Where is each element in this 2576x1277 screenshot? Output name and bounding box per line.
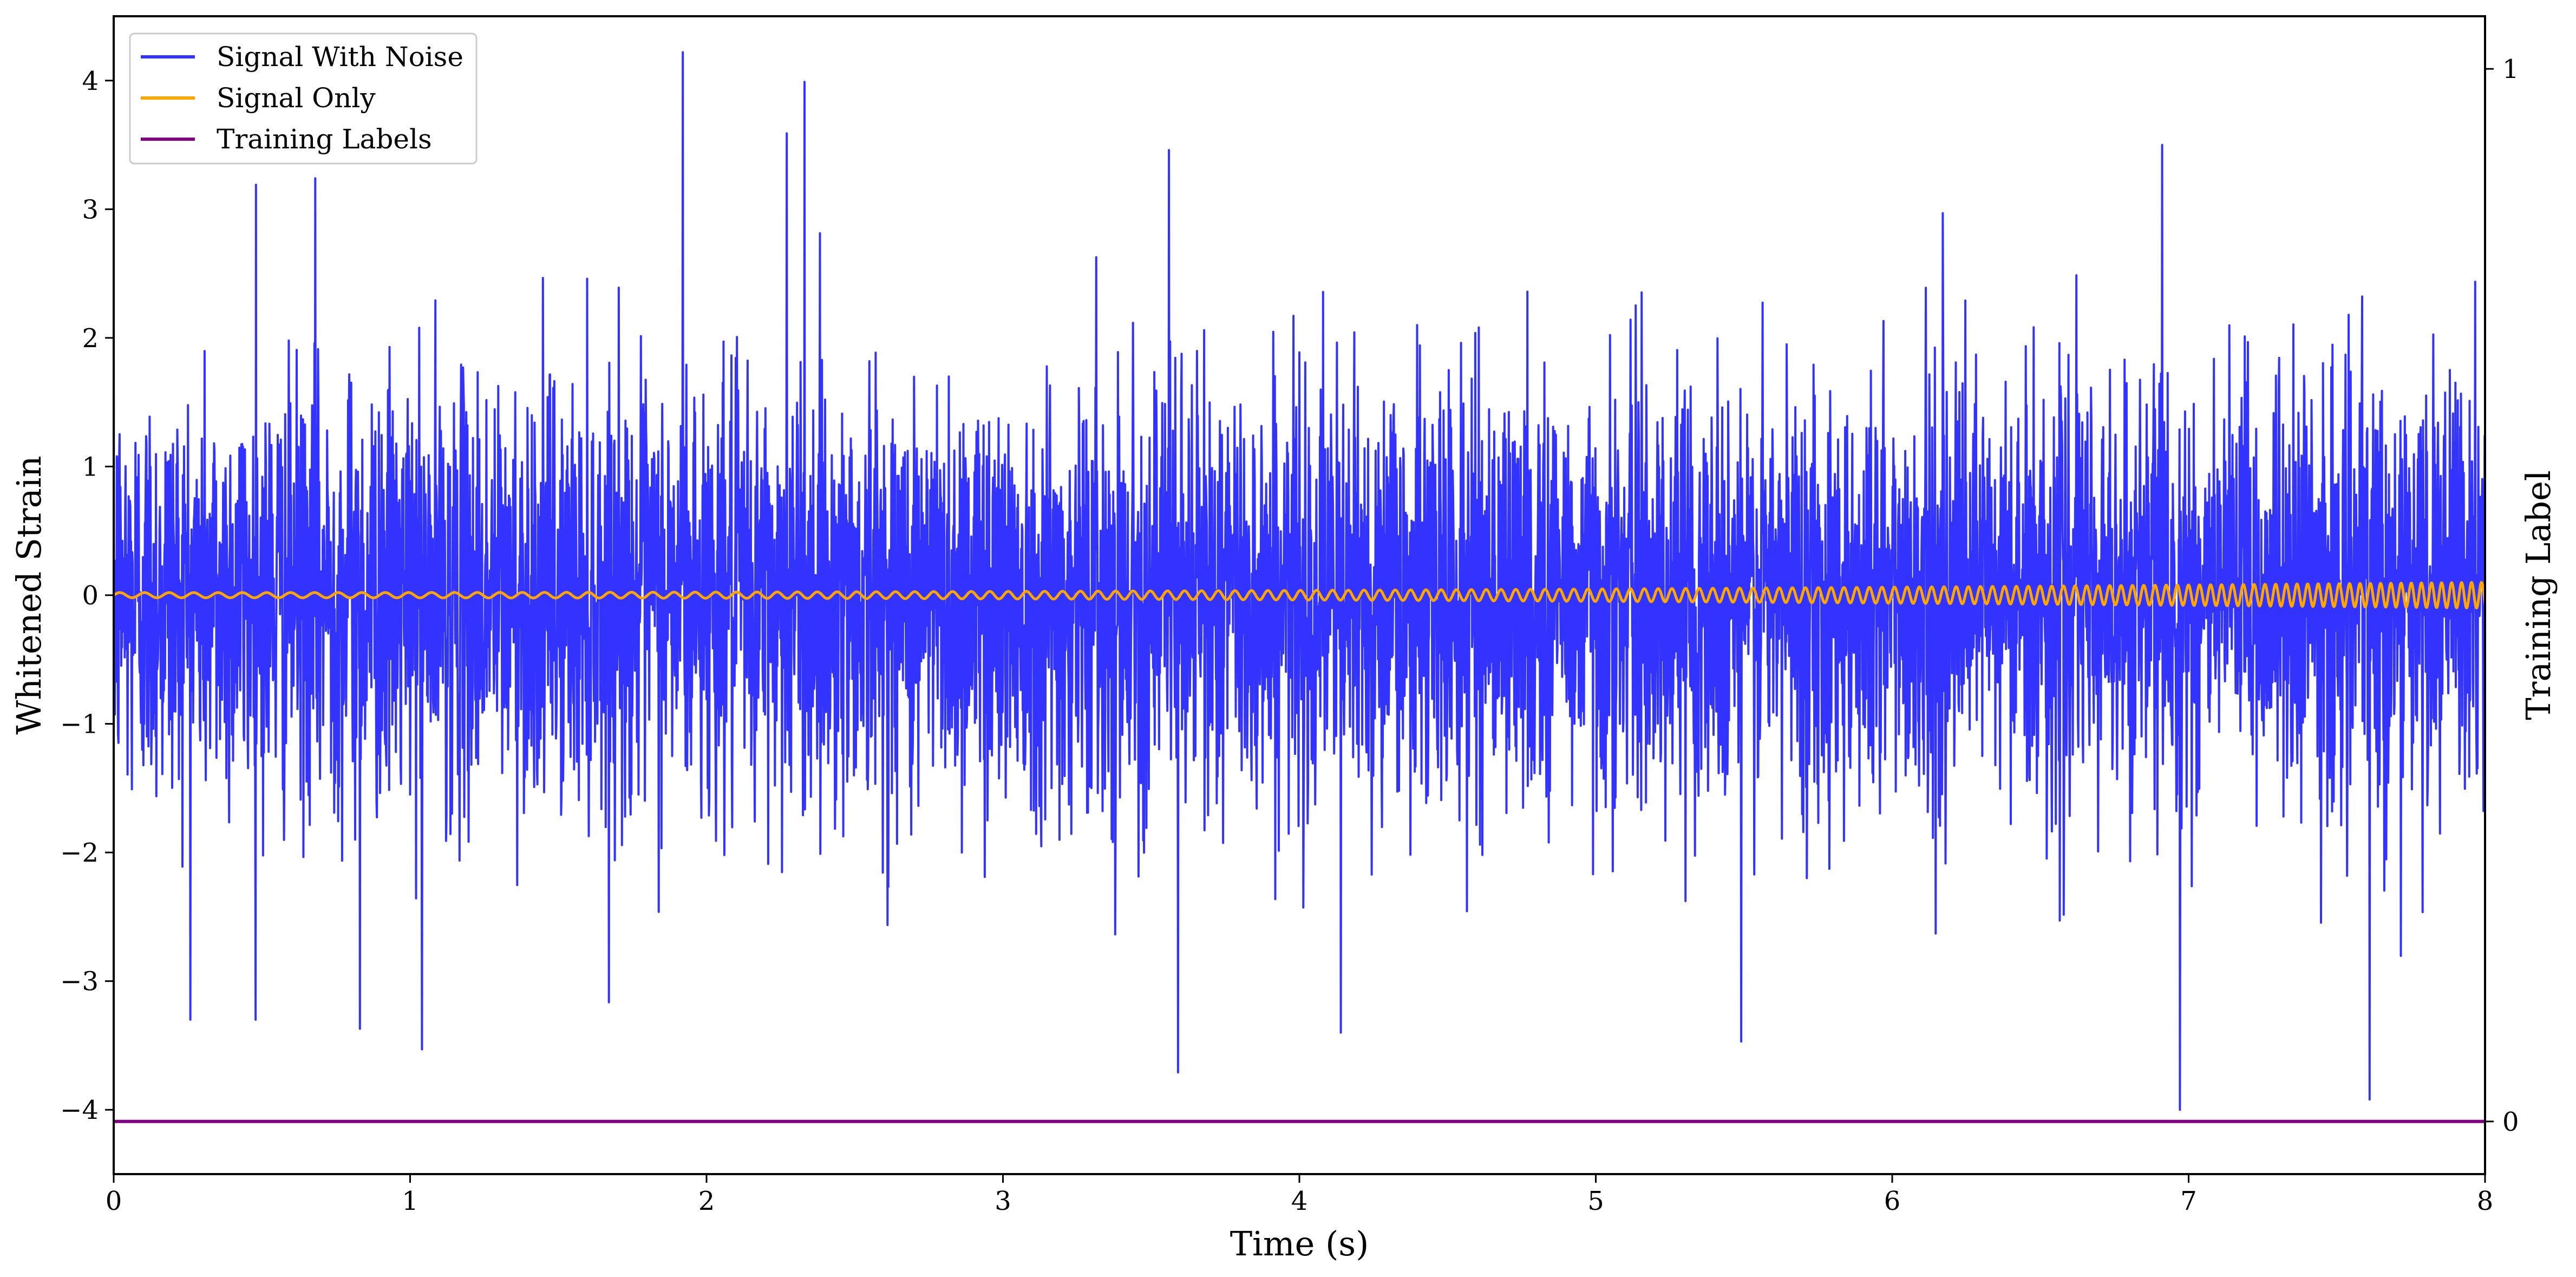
legend-box [129,32,478,165]
x-tick-label: 8 [2477,1186,2494,1216]
legend-label-training-labels: Training Labels [217,123,432,155]
tick-marks [105,68,2494,1183]
x-tick-label: 1 [402,1186,419,1216]
y-tick-label: 1 [82,452,99,482]
series-line-signal-with-noise [114,51,2485,1111]
series-line-signal-only [114,581,2485,610]
x-tick-label: 0 [106,1186,122,1216]
y-tick-label: 0 [82,581,99,611]
x-tick-label: 5 [1587,1186,1604,1216]
legend: Signal With Noise Signal Only Training L… [129,32,478,165]
y-axis-label: Whitened Strain [9,456,49,735]
x-axis-label: Time (s) [1230,1224,1369,1263]
y-tick-label: −4 [60,1095,99,1125]
y-right-tick-label: 0 [2502,1107,2519,1137]
x-tick-label: 2 [698,1186,715,1216]
y-tick-label: −1 [60,709,99,740]
y-tick-label: −3 [60,967,99,997]
y-tick-label: 4 [82,66,99,96]
y-tick-label: 2 [82,323,99,354]
plot-area [114,51,2485,1123]
legend-label-signal-only: Signal Only [217,82,376,114]
y-tick-label: −2 [60,838,99,868]
y-right-tick-label: 1 [2502,54,2519,84]
legend-label-signal-with-noise: Signal With Noise [217,41,463,73]
tick-labels: 0 1 2 3 4 5 6 7 8 4 3 2 1 0 −1 −2 −3 −4 1 0 [60,54,2519,1216]
x-tick-label: 7 [2180,1186,2197,1216]
x-tick-label: 4 [1291,1186,1308,1216]
y-right-axis-label: Training Label [2519,470,2558,720]
y-tick-label: 3 [82,194,99,225]
x-tick-label: 3 [995,1186,1011,1216]
x-tick-label: 6 [1884,1186,1901,1216]
